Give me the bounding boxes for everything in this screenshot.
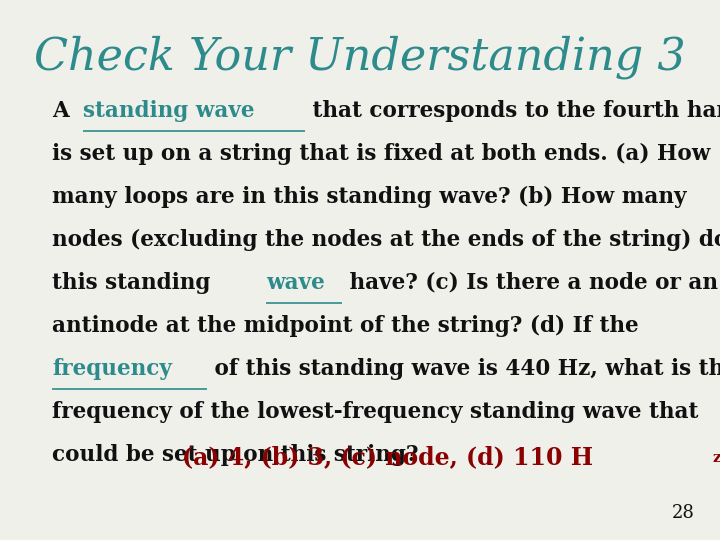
Text: many loops are in this standing wave? (b) How many: many loops are in this standing wave? (b… — [52, 186, 686, 208]
Text: of this standing wave is 440 Hz, what is the: of this standing wave is 440 Hz, what is… — [207, 358, 720, 380]
Text: this standing: this standing — [52, 272, 218, 294]
Text: z: z — [713, 451, 720, 465]
Text: antinode at the midpoint of the string? (d) If the: antinode at the midpoint of the string? … — [52, 315, 639, 337]
Text: have? (c) Is there a node or an: have? (c) Is there a node or an — [342, 272, 718, 294]
Text: 28: 28 — [672, 504, 695, 522]
Text: (a) 4, (b) 3, (c) node, (d) 110 H: (a) 4, (b) 3, (c) node, (d) 110 H — [182, 445, 593, 469]
Text: could be set up on this string?: could be set up on this string? — [52, 444, 418, 466]
Text: that corresponds to the fourth harmonic: that corresponds to the fourth harmonic — [305, 100, 720, 122]
Text: wave: wave — [266, 272, 325, 294]
Text: standing wave: standing wave — [84, 100, 255, 122]
Text: is set up on a string that is fixed at both ends. (a) How: is set up on a string that is fixed at b… — [52, 143, 711, 165]
Text: A: A — [52, 100, 76, 122]
Text: frequency: frequency — [52, 358, 172, 380]
Text: nodes (excluding the nodes at the ends of the string) does: nodes (excluding the nodes at the ends o… — [52, 229, 720, 251]
Text: frequency of the lowest-frequency standing wave that: frequency of the lowest-frequency standi… — [52, 401, 698, 423]
Text: Check Your Understanding 3: Check Your Understanding 3 — [34, 35, 686, 79]
